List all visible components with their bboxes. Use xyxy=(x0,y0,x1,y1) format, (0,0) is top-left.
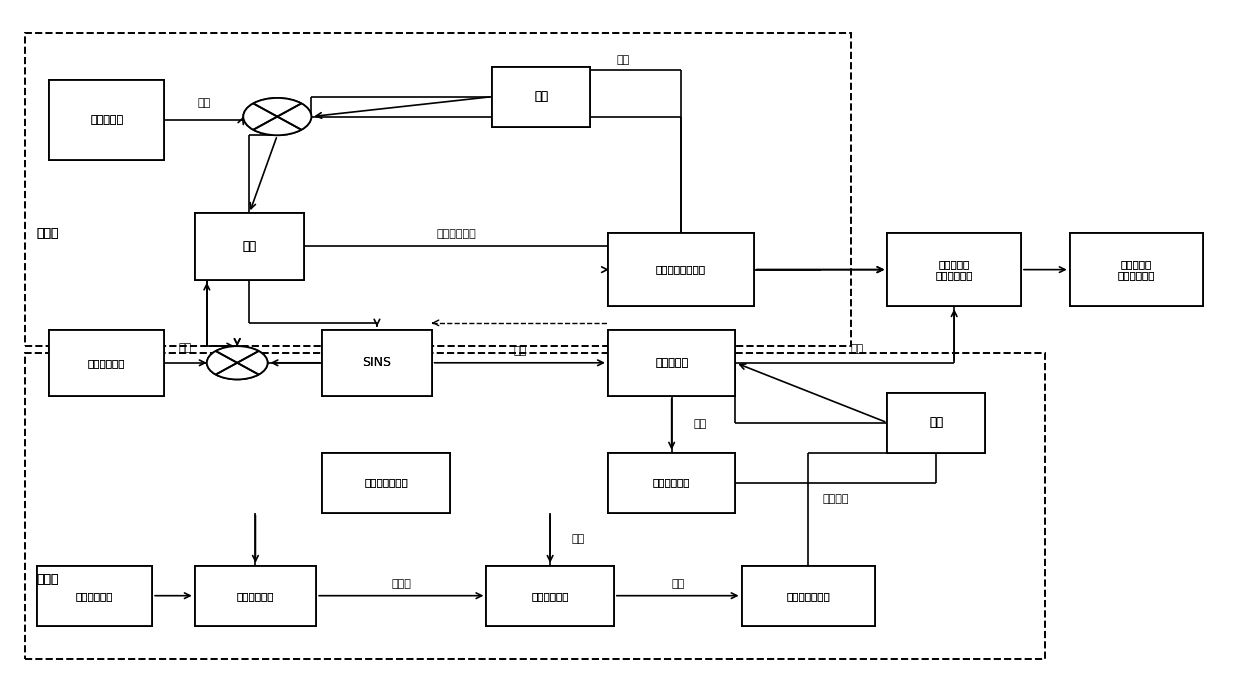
Text: 滤波: 滤波 xyxy=(534,90,548,103)
Text: 归一化: 归一化 xyxy=(392,579,412,589)
Bar xyxy=(888,233,1021,306)
Bar xyxy=(608,329,735,396)
Text: 重力加速度: 重力加速度 xyxy=(655,358,688,368)
Text: 精对准: 精对准 xyxy=(37,572,60,585)
Bar xyxy=(608,233,754,306)
Text: 建立位矢向量: 建立位矢向量 xyxy=(237,591,274,601)
Bar xyxy=(608,329,735,396)
Bar xyxy=(195,566,316,625)
Text: 精对准后的
坐标转换矩阵: 精对准后的 坐标转换矩阵 xyxy=(1117,259,1156,280)
Bar xyxy=(25,33,851,346)
Text: 计算航向误差角: 计算航向误差角 xyxy=(786,591,831,601)
Text: 滤波: 滤波 xyxy=(929,416,942,429)
Bar xyxy=(195,213,304,280)
Text: 模值: 模值 xyxy=(671,579,684,589)
Bar xyxy=(608,453,735,513)
Text: 比力: 比力 xyxy=(513,346,526,356)
Circle shape xyxy=(207,346,268,380)
Text: 角速度、比力: 角速度、比力 xyxy=(436,230,476,240)
Text: 多普勒计程仪: 多普勒计程仪 xyxy=(88,358,125,368)
Bar xyxy=(492,67,589,126)
Text: 建立补偿联系: 建立补偿联系 xyxy=(653,477,691,488)
Text: 粗对准后的
坐标转换矩阵: 粗对准后的 坐标转换矩阵 xyxy=(935,259,973,280)
Text: 角度传感器: 角度传感器 xyxy=(91,115,123,125)
Bar xyxy=(322,329,432,396)
Text: 舰位推算轨迹: 舰位推算轨迹 xyxy=(76,591,113,601)
Bar xyxy=(888,392,985,453)
Bar xyxy=(322,329,432,396)
Bar xyxy=(742,566,875,625)
Text: 精对准: 精对准 xyxy=(37,572,60,585)
Text: 微分: 微分 xyxy=(197,98,211,108)
Bar xyxy=(48,80,164,160)
Text: 初始坐标转换矩阵: 初始坐标转换矩阵 xyxy=(656,265,706,274)
Text: 方向: 方向 xyxy=(693,420,707,429)
Text: 多普勒计程仪: 多普勒计程仪 xyxy=(88,358,125,368)
Bar xyxy=(888,233,1021,306)
Bar xyxy=(608,453,735,513)
Text: 误差补偿: 误差补偿 xyxy=(822,494,849,504)
Bar xyxy=(742,566,875,625)
Text: 角度传感器: 角度传感器 xyxy=(91,115,123,125)
Text: 粗对准后的
坐标转换矩阵: 粗对准后的 坐标转换矩阵 xyxy=(935,259,973,280)
Text: 初始坐标转换矩阵: 初始坐标转换矩阵 xyxy=(656,265,706,274)
Text: 建立位矢向量: 建立位矢向量 xyxy=(237,591,274,601)
Bar xyxy=(195,213,304,280)
Bar xyxy=(37,566,153,625)
Text: 计算航向误差角: 计算航向误差角 xyxy=(786,591,831,601)
Circle shape xyxy=(243,98,311,135)
Text: 更新: 更新 xyxy=(616,55,630,65)
Bar xyxy=(1070,233,1203,306)
Bar xyxy=(486,566,614,625)
Text: 特殊的已知位置: 特殊的已知位置 xyxy=(365,477,408,488)
Text: 滤波: 滤波 xyxy=(534,90,548,103)
Bar xyxy=(486,566,614,625)
Bar xyxy=(322,453,450,513)
Bar xyxy=(492,67,589,126)
Text: 构造外积向量: 构造外积向量 xyxy=(532,591,569,601)
Bar xyxy=(322,453,450,513)
Bar xyxy=(48,80,164,160)
Text: 构造外积向量: 构造外积向量 xyxy=(532,591,569,601)
Text: 粗对准: 粗对准 xyxy=(37,227,60,240)
Circle shape xyxy=(243,98,311,135)
Text: 粗对准: 粗对准 xyxy=(37,227,60,240)
Bar xyxy=(25,353,1045,659)
Circle shape xyxy=(207,346,268,380)
Text: 滤波: 滤波 xyxy=(242,240,257,253)
Bar xyxy=(48,329,164,396)
Text: 微分: 微分 xyxy=(179,343,192,353)
Text: 方向: 方向 xyxy=(572,534,585,544)
Text: 舰位推算轨迹: 舰位推算轨迹 xyxy=(76,591,113,601)
Bar xyxy=(48,329,164,396)
Bar xyxy=(37,566,153,625)
Bar xyxy=(608,233,754,306)
Text: 更新: 更新 xyxy=(851,344,863,354)
Text: SINS: SINS xyxy=(362,356,392,369)
Text: 建立补偿联系: 建立补偿联系 xyxy=(653,477,691,488)
Text: 滤波: 滤波 xyxy=(242,240,257,253)
Bar xyxy=(1070,233,1203,306)
Text: 精对准后的
坐标转换矩阵: 精对准后的 坐标转换矩阵 xyxy=(1117,259,1156,280)
Bar xyxy=(888,392,985,453)
Text: 重力加速度: 重力加速度 xyxy=(655,358,688,368)
Bar xyxy=(195,566,316,625)
Text: 特殊的已知位置: 特殊的已知位置 xyxy=(365,477,408,488)
Text: SINS: SINS xyxy=(362,356,392,369)
Text: 滤波: 滤波 xyxy=(929,416,942,429)
